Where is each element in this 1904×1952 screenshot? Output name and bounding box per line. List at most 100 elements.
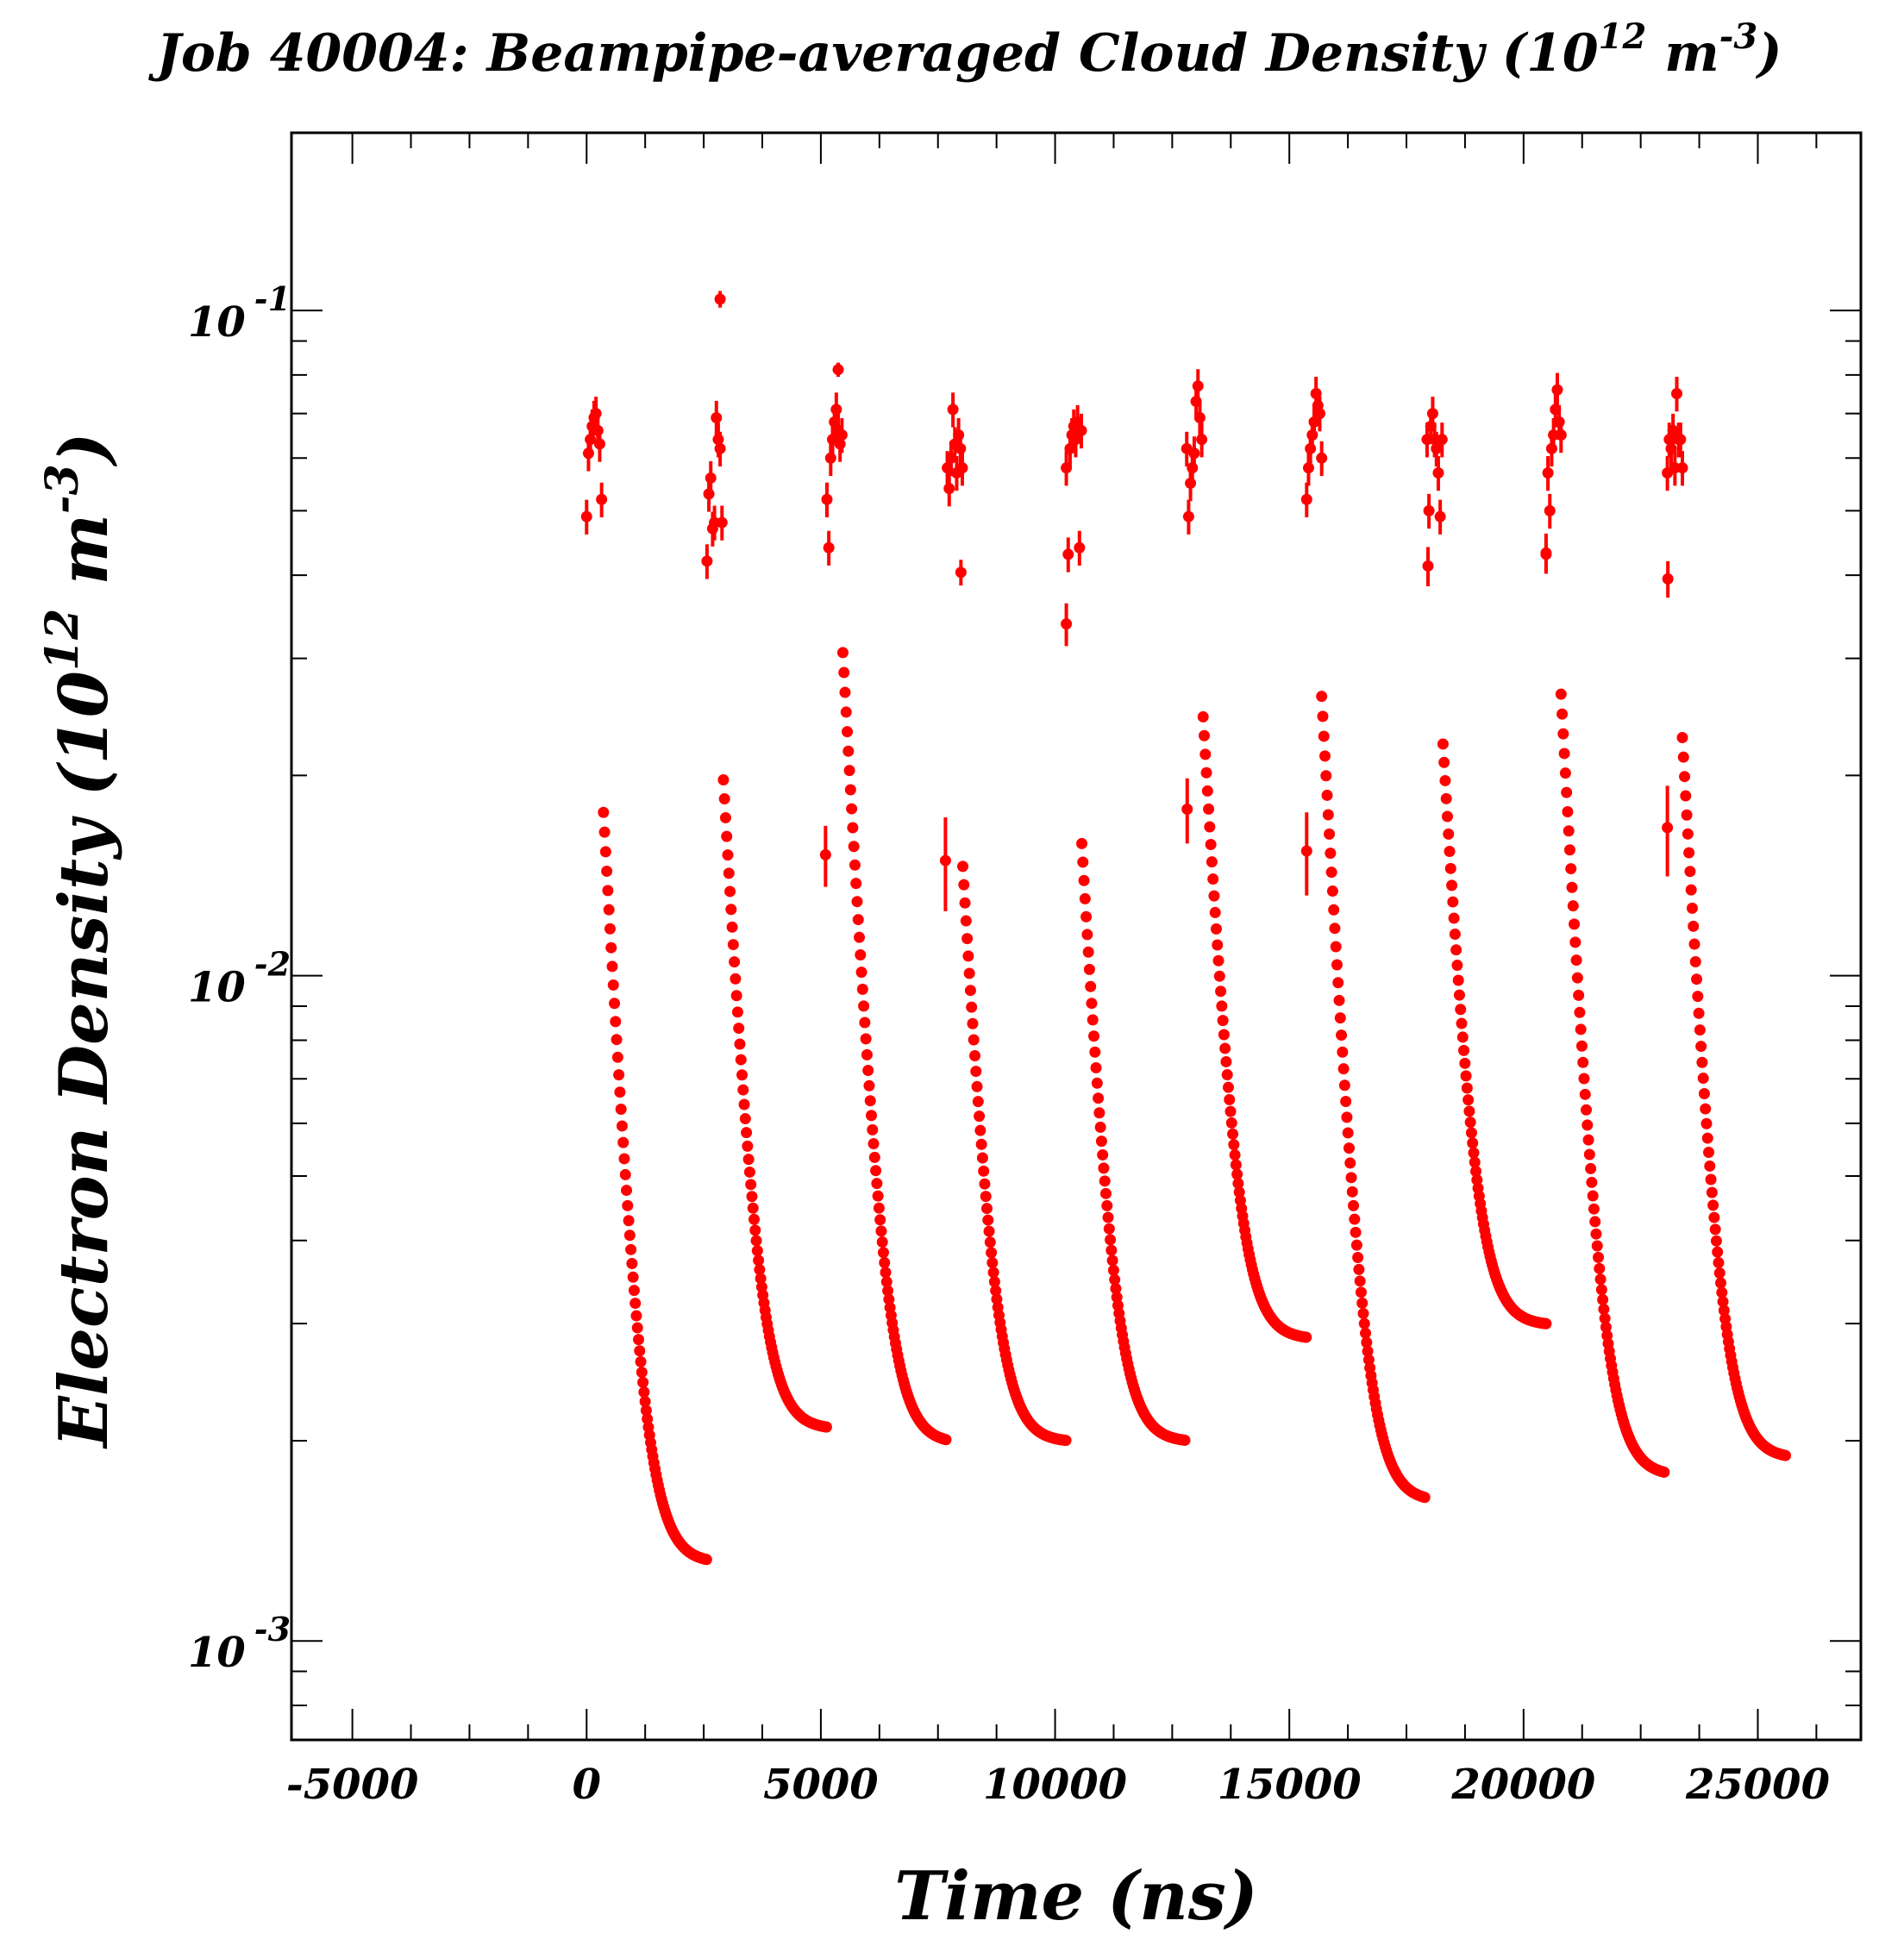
- data-point: [1600, 1321, 1612, 1333]
- data-point: [1582, 1134, 1594, 1146]
- data-point: [1360, 1327, 1372, 1339]
- data-point: [1337, 1046, 1349, 1058]
- data-point: [868, 1151, 880, 1163]
- chart-title: Job 40004: Beampipe-averaged Cloud Densi…: [147, 16, 1782, 84]
- data-point: [1593, 1251, 1605, 1263]
- data-point: [1444, 845, 1456, 857]
- y-tick-label: 10 -1: [188, 279, 291, 347]
- data-point: [1436, 434, 1448, 446]
- data-point: [1354, 1275, 1366, 1287]
- data-point: [602, 885, 614, 897]
- data-point: [1698, 1087, 1710, 1099]
- data-point: [633, 1334, 645, 1346]
- data-point: [1091, 1077, 1103, 1089]
- data-point: [1087, 1014, 1099, 1026]
- data-point: [743, 1166, 755, 1178]
- data-point: [852, 914, 864, 926]
- data-point: [618, 1153, 630, 1165]
- data-point: [1105, 1234, 1117, 1246]
- data-point: [1361, 1336, 1373, 1348]
- data-point: [1705, 1173, 1717, 1186]
- data-point: [1330, 941, 1342, 953]
- data-point: [1355, 1286, 1367, 1298]
- data-point: [1544, 504, 1556, 516]
- data-point: [1565, 863, 1577, 875]
- data-point: [725, 904, 737, 916]
- data-point: [1357, 1307, 1369, 1319]
- data-point: [860, 1033, 872, 1045]
- data-point: [719, 811, 731, 823]
- data-point: [609, 998, 621, 1010]
- data-point: [846, 803, 858, 815]
- data-point: [858, 1000, 870, 1012]
- data-point: [1419, 1492, 1431, 1504]
- data-point: [1083, 963, 1095, 975]
- data-point: [963, 967, 975, 979]
- data-point: [750, 1235, 762, 1247]
- data-point: [1597, 1293, 1609, 1305]
- data-point: [623, 1215, 635, 1227]
- data-point: [1586, 1176, 1598, 1188]
- x-tick-label: 0: [573, 1761, 601, 1809]
- data-point: [1089, 1046, 1101, 1058]
- data-point: [1463, 1105, 1475, 1117]
- data-point: [1326, 885, 1338, 898]
- data-point: [1571, 972, 1583, 984]
- data-point: [984, 1236, 996, 1248]
- data-point: [1204, 821, 1216, 833]
- data-point: [1585, 1162, 1597, 1174]
- data-point: [1563, 844, 1575, 856]
- data-point: [742, 1154, 755, 1166]
- data-point: [1185, 477, 1197, 489]
- ylabel-exponent-minus3: -3: [36, 464, 89, 514]
- data-point: [711, 411, 723, 423]
- ylabel-exponent-12: 12: [36, 609, 89, 671]
- data-point: [1680, 790, 1692, 802]
- data-point: [1099, 1187, 1112, 1199]
- data-point: [599, 846, 611, 858]
- data-point: [1712, 1246, 1724, 1258]
- data-point: [615, 1103, 627, 1115]
- data-point: [1203, 803, 1215, 815]
- data-point: [611, 1034, 623, 1046]
- data-point: [982, 1214, 994, 1226]
- data-point: [1556, 708, 1569, 720]
- data-point: [840, 706, 852, 718]
- data-point: [723, 867, 735, 879]
- data-point: [847, 822, 859, 834]
- data-point: [877, 1247, 889, 1259]
- data-point: [1677, 751, 1689, 763]
- data-point: [990, 1285, 1002, 1297]
- data-point: [1097, 1148, 1109, 1161]
- title-exponent-minus3: -3: [1719, 16, 1757, 57]
- data-point: [1718, 1304, 1730, 1317]
- data-point: [1353, 1263, 1365, 1275]
- data-point: [980, 1191, 992, 1203]
- data-point: [1441, 810, 1453, 823]
- data-point: [1569, 936, 1581, 948]
- data-point: [1703, 1146, 1715, 1158]
- data-point: [1337, 1063, 1350, 1075]
- data-point: [972, 1096, 984, 1108]
- data-point: [622, 1199, 634, 1211]
- data-point: [1344, 1157, 1356, 1169]
- data-point: [753, 1254, 765, 1267]
- data-point: [635, 1355, 647, 1367]
- data-point: [746, 1191, 758, 1203]
- data-point: [1686, 902, 1698, 914]
- data-point: [1440, 792, 1452, 804]
- data-point: [1679, 771, 1691, 783]
- data-point: [751, 1245, 763, 1257]
- data-point: [1188, 447, 1200, 460]
- data-point: [1318, 750, 1331, 762]
- data-point: [1574, 1006, 1586, 1018]
- data-point: [824, 452, 836, 464]
- data-point: [966, 1001, 978, 1013]
- data-point: [1426, 408, 1438, 420]
- data-point: [1349, 1213, 1361, 1225]
- data-point: [1710, 1235, 1722, 1247]
- data-point: [1715, 1277, 1727, 1289]
- data-point: [1422, 560, 1434, 572]
- data-point: [721, 830, 733, 842]
- data-point: [741, 1127, 753, 1139]
